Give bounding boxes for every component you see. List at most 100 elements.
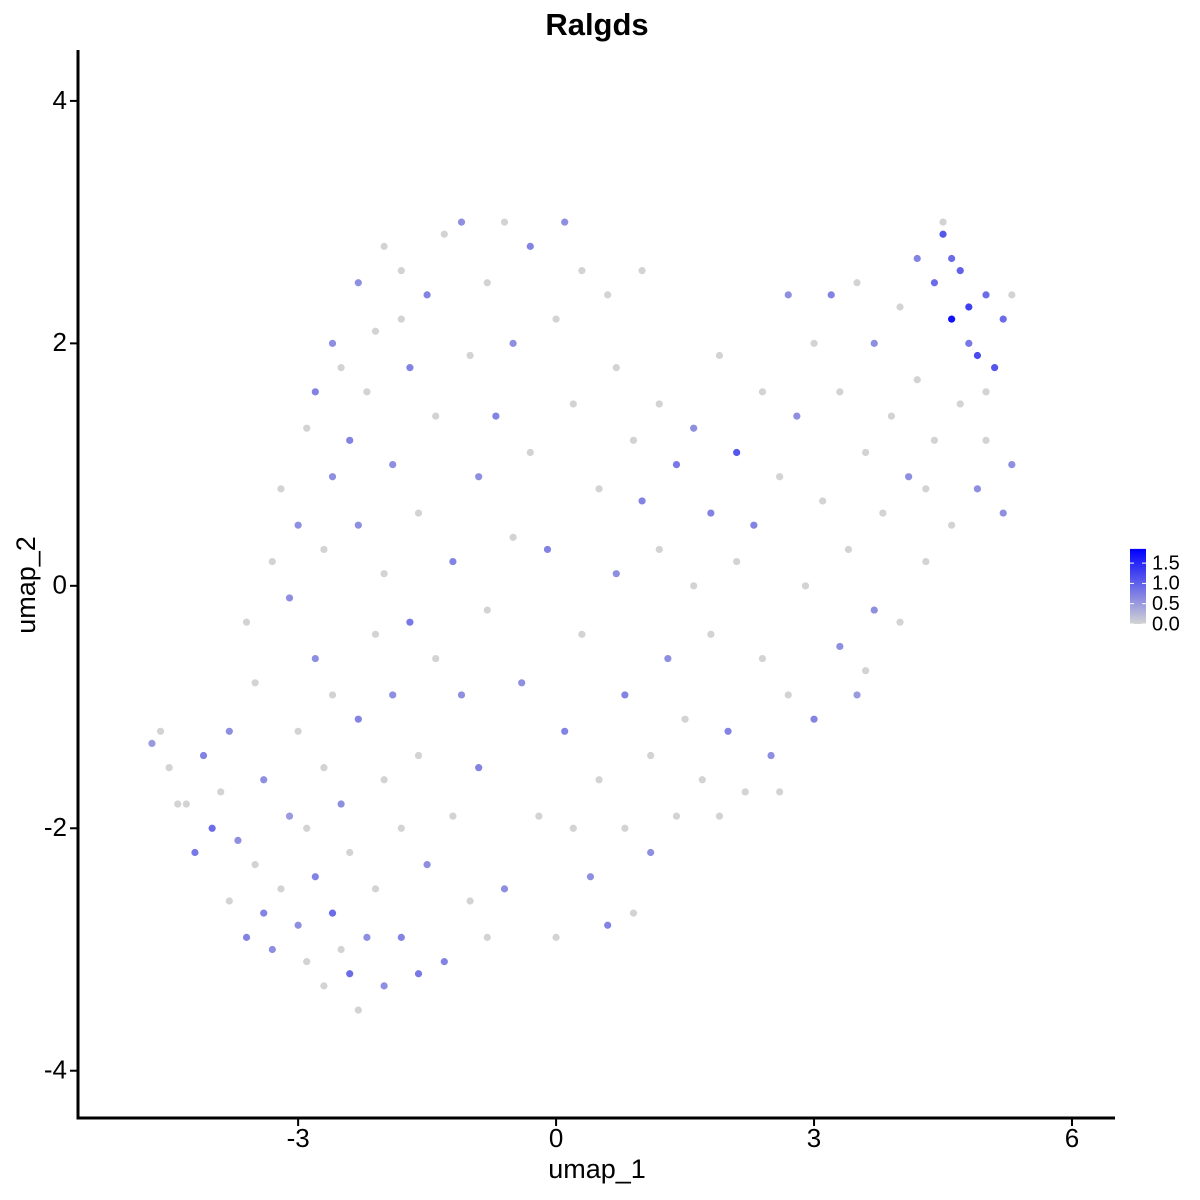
point bbox=[354, 1006, 362, 1014]
point bbox=[896, 618, 904, 626]
point bbox=[182, 800, 190, 808]
point bbox=[913, 376, 921, 384]
point bbox=[242, 618, 251, 626]
point bbox=[328, 473, 337, 481]
point bbox=[354, 521, 362, 529]
point bbox=[655, 400, 663, 408]
point bbox=[870, 339, 878, 347]
point bbox=[827, 291, 835, 299]
point bbox=[629, 909, 638, 917]
point bbox=[612, 570, 620, 578]
point bbox=[896, 303, 904, 311]
point bbox=[982, 291, 990, 299]
point bbox=[965, 303, 973, 311]
point bbox=[595, 485, 603, 493]
point bbox=[303, 958, 311, 966]
point bbox=[303, 424, 311, 432]
point bbox=[647, 751, 655, 760]
point bbox=[690, 424, 698, 432]
point bbox=[268, 557, 276, 566]
point bbox=[715, 351, 724, 360]
point bbox=[870, 606, 878, 614]
point bbox=[526, 242, 534, 250]
point bbox=[449, 812, 457, 820]
point bbox=[156, 727, 165, 735]
point bbox=[784, 691, 792, 699]
point bbox=[483, 606, 491, 614]
point bbox=[148, 739, 156, 748]
point bbox=[380, 242, 388, 250]
point bbox=[397, 824, 405, 832]
point bbox=[552, 933, 560, 941]
point bbox=[320, 982, 328, 990]
point bbox=[363, 933, 371, 941]
point bbox=[999, 315, 1007, 323]
point bbox=[922, 485, 930, 493]
point bbox=[948, 521, 956, 529]
colorbar-tick-label: 0.5 bbox=[1152, 593, 1180, 615]
point bbox=[466, 897, 474, 905]
point bbox=[346, 848, 354, 857]
point bbox=[853, 691, 861, 699]
point bbox=[423, 291, 431, 299]
point bbox=[819, 497, 827, 505]
y-tick-label: -4 bbox=[44, 1055, 67, 1085]
point bbox=[371, 630, 380, 638]
point bbox=[561, 727, 569, 735]
x-tick-label: 6 bbox=[1065, 1123, 1079, 1153]
point bbox=[492, 412, 500, 420]
point bbox=[389, 460, 397, 469]
point bbox=[337, 800, 345, 808]
point bbox=[879, 509, 887, 517]
point bbox=[380, 570, 388, 578]
point bbox=[776, 473, 784, 481]
point bbox=[242, 933, 251, 941]
point bbox=[440, 958, 448, 966]
point bbox=[930, 436, 939, 444]
point bbox=[621, 691, 629, 699]
point bbox=[165, 764, 173, 772]
point bbox=[1008, 291, 1016, 299]
point bbox=[371, 885, 380, 893]
point bbox=[956, 400, 964, 408]
point bbox=[569, 824, 577, 832]
point bbox=[801, 582, 810, 590]
point bbox=[225, 897, 233, 905]
point bbox=[758, 654, 767, 663]
point bbox=[733, 557, 741, 566]
point bbox=[277, 485, 285, 493]
point bbox=[948, 254, 956, 263]
point bbox=[982, 436, 990, 444]
point bbox=[836, 642, 844, 651]
point bbox=[905, 473, 913, 481]
point bbox=[260, 776, 268, 784]
point bbox=[285, 594, 294, 602]
point bbox=[294, 727, 302, 735]
point bbox=[311, 654, 319, 663]
point bbox=[956, 267, 964, 275]
point bbox=[414, 509, 423, 517]
point bbox=[234, 836, 242, 844]
point bbox=[724, 727, 732, 735]
point bbox=[277, 885, 285, 893]
point bbox=[449, 557, 457, 566]
point bbox=[500, 218, 509, 226]
point bbox=[397, 933, 405, 941]
point bbox=[337, 945, 345, 954]
point bbox=[853, 279, 861, 287]
point bbox=[973, 351, 982, 360]
point bbox=[518, 679, 526, 687]
point bbox=[500, 885, 509, 893]
point bbox=[552, 315, 560, 323]
y-tick-label: -2 bbox=[44, 812, 67, 842]
point bbox=[397, 267, 405, 275]
point bbox=[543, 545, 552, 554]
point bbox=[535, 812, 543, 820]
point bbox=[750, 521, 758, 529]
point bbox=[982, 388, 990, 396]
point bbox=[690, 582, 698, 590]
point bbox=[397, 315, 405, 323]
point bbox=[311, 873, 319, 881]
point bbox=[380, 776, 388, 784]
point bbox=[475, 764, 483, 772]
